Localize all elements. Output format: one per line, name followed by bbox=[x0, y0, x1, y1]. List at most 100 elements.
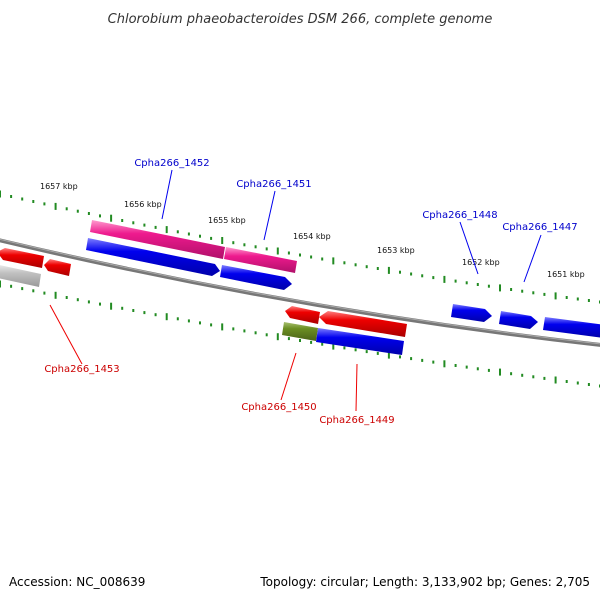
kbp-label-1656: 1656 kbp bbox=[124, 200, 162, 209]
lower-tick bbox=[32, 289, 35, 293]
upper-tick bbox=[32, 200, 35, 203]
lower-tick bbox=[221, 323, 224, 331]
kbp-label-1657: 1657 kbp bbox=[40, 182, 78, 191]
lower-tick bbox=[110, 302, 113, 310]
lower-tick bbox=[0, 280, 1, 288]
lower-tick bbox=[43, 291, 46, 295]
upper-tick-track bbox=[0, 190, 600, 304]
upper-tick bbox=[10, 195, 13, 198]
gene-arrow-reverse-1449[interactable] bbox=[319, 311, 407, 337]
gene-blue-feature-1449[interactable] bbox=[316, 328, 404, 355]
lower-tick bbox=[176, 317, 179, 321]
lower-tick bbox=[287, 337, 290, 341]
lower-tick bbox=[532, 375, 535, 379]
genome-title: Chlorobium phaeobacteroides DSM 266, com… bbox=[108, 12, 493, 27]
upper-tick bbox=[299, 253, 301, 257]
lower-tick bbox=[210, 323, 213, 327]
lower-tick bbox=[276, 333, 279, 341]
lower-tick bbox=[399, 355, 401, 359]
upper-tick bbox=[499, 284, 501, 292]
kbp-scale: 1657 kbp 1656 kbp 1655 kbp 1654 kbp 1653… bbox=[40, 182, 585, 279]
gene-label-cpha266-1448[interactable]: Cpha266_1448 bbox=[422, 210, 497, 221]
gene-arrow-cpha266-1447[interactable] bbox=[499, 311, 538, 329]
upper-tick bbox=[110, 214, 113, 222]
lower-tick bbox=[199, 321, 201, 325]
genome-backbone bbox=[0, 238, 600, 347]
lower-tick bbox=[354, 348, 357, 352]
lower-tick bbox=[487, 368, 490, 372]
kbp-label-1655: 1655 kbp bbox=[208, 216, 246, 225]
gene-label-cpha266-1453[interactable]: Cpha266_1453 bbox=[44, 364, 119, 375]
lower-tick bbox=[76, 298, 79, 302]
gene-pink-feature-1451[interactable] bbox=[224, 247, 297, 273]
upper-tick bbox=[399, 270, 401, 274]
upper-tick bbox=[21, 197, 24, 201]
gene-arrow-cpha266-1452[interactable] bbox=[86, 238, 220, 276]
upper-tick bbox=[532, 291, 535, 295]
gene-label-cpha266-1452[interactable]: Cpha266_1452 bbox=[134, 158, 209, 169]
upper-tick bbox=[387, 266, 390, 274]
gene-arrow-right-edge[interactable] bbox=[543, 317, 600, 338]
upper-tick bbox=[65, 207, 68, 211]
gene-arrow-reverse-left[interactable] bbox=[0, 248, 44, 268]
lower-tick bbox=[343, 346, 346, 350]
gene-label-cpha266-1449[interactable]: Cpha266_1449 bbox=[319, 415, 394, 426]
lower-tick bbox=[165, 313, 168, 321]
kbp-label-1651: 1651 kbp bbox=[547, 270, 585, 279]
lower-tick bbox=[376, 351, 379, 355]
gene-label-cpha266-1450[interactable]: Cpha266_1450 bbox=[241, 402, 316, 413]
lower-tick bbox=[510, 372, 513, 376]
upper-tick bbox=[121, 219, 124, 222]
lower-tick bbox=[554, 376, 557, 384]
gene-label-cpha266-1447[interactable]: Cpha266_1447 bbox=[502, 222, 577, 233]
gene-gray-feature[interactable] bbox=[0, 264, 41, 287]
gene-labels: Cpha266_1452 Cpha266_1451 Cpha266_1448 C… bbox=[44, 158, 577, 426]
gene-label-cpha266-1451[interactable]: Cpha266_1451 bbox=[236, 179, 311, 190]
gene-arrow-cpha266-1448[interactable] bbox=[451, 304, 492, 322]
lower-tick bbox=[232, 327, 235, 331]
upper-tick bbox=[221, 237, 224, 244]
upper-tick bbox=[332, 257, 335, 265]
upper-tick bbox=[410, 272, 413, 276]
lower-tick bbox=[21, 287, 24, 291]
upper-tick bbox=[243, 243, 246, 247]
upper-tick bbox=[232, 241, 235, 245]
upper-tick bbox=[476, 283, 479, 286]
lower-tick bbox=[465, 365, 468, 369]
lower-tick bbox=[432, 360, 435, 364]
lower-tick bbox=[387, 351, 390, 359]
upper-tick bbox=[543, 292, 546, 296]
label-leaders bbox=[49, 169, 542, 412]
upper-tick bbox=[554, 292, 557, 300]
upper-tick bbox=[54, 202, 57, 210]
upper-tick bbox=[87, 212, 90, 215]
upper-tick bbox=[587, 299, 590, 302]
genome-summary-text: Topology: circular; Length: 3,133,902 bp… bbox=[259, 575, 590, 589]
lower-tick bbox=[187, 319, 190, 323]
gene-olive-feature-1450[interactable] bbox=[282, 322, 318, 341]
lower-tick bbox=[10, 284, 13, 288]
upper-tick bbox=[143, 223, 146, 227]
upper-tick bbox=[454, 279, 457, 283]
gene-pink-feature-1452[interactable] bbox=[90, 220, 225, 259]
lower-tick bbox=[587, 383, 590, 386]
upper-tick bbox=[343, 261, 346, 265]
kbp-label-1654: 1654 kbp bbox=[293, 232, 331, 241]
upper-tick bbox=[76, 209, 79, 213]
gene-arrow-reverse-1450[interactable] bbox=[285, 306, 320, 324]
upper-tick bbox=[287, 251, 290, 255]
upper-tick bbox=[265, 247, 268, 251]
gene-arrow-cpha266-1451[interactable] bbox=[220, 265, 292, 290]
lower-tick bbox=[254, 331, 257, 335]
accession-text: Accession: NC_008639 bbox=[9, 575, 145, 589]
gene-arrow-reverse-left-2[interactable] bbox=[44, 259, 71, 276]
lower-tick bbox=[332, 342, 335, 350]
lower-tick bbox=[299, 339, 301, 342]
upper-tick bbox=[0, 190, 1, 198]
upper-tick bbox=[176, 230, 179, 234]
upper-tick bbox=[376, 267, 379, 270]
lower-tick bbox=[310, 340, 313, 344]
lower-tick bbox=[499, 368, 501, 376]
kbp-label-1652: 1652 kbp bbox=[462, 258, 500, 267]
upper-tick bbox=[187, 232, 190, 236]
